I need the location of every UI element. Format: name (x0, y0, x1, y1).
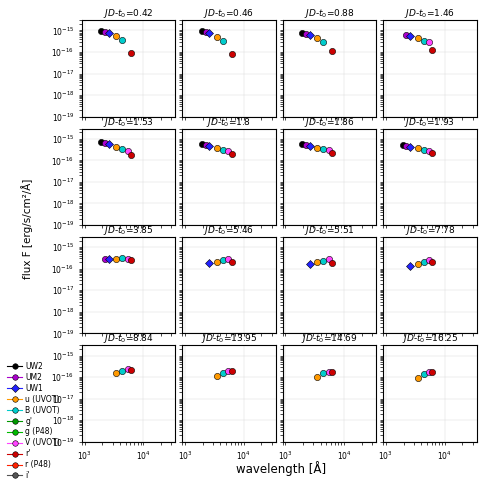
Title: $JD$-$t_0$=14.69: $JD$-$t_0$=14.69 (301, 332, 358, 345)
Title: $JD$-$t_0$=3.85: $JD$-$t_0$=3.85 (103, 224, 154, 237)
Title: $JD$-$t_0$=0.88: $JD$-$t_0$=0.88 (304, 7, 355, 20)
Text: wavelength [Å]: wavelength [Å] (236, 461, 326, 476)
Title: $JD$-$t_0$=7.78: $JD$-$t_0$=7.78 (405, 224, 455, 237)
Legend: UW2, UM2, UW1, u (UVOT), B (UVOT), g', g (P48), V (UVOT), r', r (P48), i': UW2, UM2, UW1, u (UVOT), B (UVOT), g', g… (4, 359, 63, 483)
Title: $JD$-$t_0$=8.84: $JD$-$t_0$=8.84 (103, 332, 154, 345)
Title: $JD$-$t_0$=1.8: $JD$-$t_0$=1.8 (206, 115, 251, 129)
Title: $JD$-$t_0$=5.46: $JD$-$t_0$=5.46 (204, 224, 255, 237)
Title: $JD$-$t_0$=16.25: $JD$-$t_0$=16.25 (402, 332, 458, 345)
Text: flux F [erg/s/cm²/Å]: flux F [erg/s/cm²/Å] (21, 179, 33, 279)
Title: $JD$-$t_0$=1.46: $JD$-$t_0$=1.46 (404, 7, 455, 20)
Title: $JD$-$t_0$=5.51: $JD$-$t_0$=5.51 (304, 224, 355, 237)
Title: $JD$-$t_0$=13.95: $JD$-$t_0$=13.95 (201, 332, 257, 345)
Title: $JD$-$t_0$=0.42: $JD$-$t_0$=0.42 (103, 7, 154, 20)
Title: $JD$-$t_0$=1.93: $JD$-$t_0$=1.93 (404, 115, 455, 129)
Title: $JD$-$t_0$=1.86: $JD$-$t_0$=1.86 (304, 115, 355, 129)
Title: $JD$-$t_0$=0.46: $JD$-$t_0$=0.46 (204, 7, 255, 20)
Title: $JD$-$t_0$=1.53: $JD$-$t_0$=1.53 (103, 115, 154, 129)
